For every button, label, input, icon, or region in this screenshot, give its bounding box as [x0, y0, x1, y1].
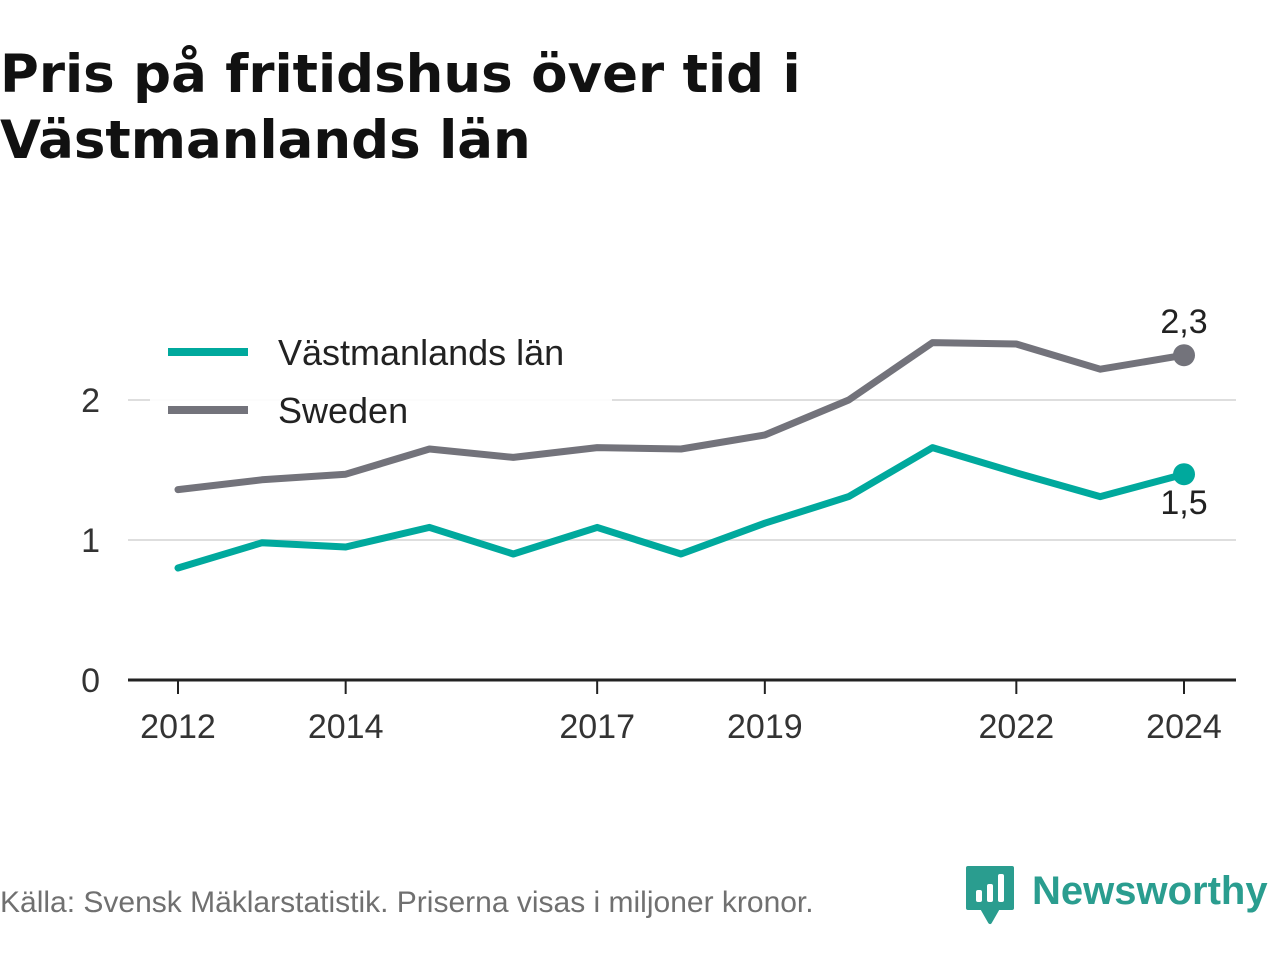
legend-label-sweden: Sweden [278, 390, 408, 431]
x-axis: 2012 2014 2017 2019 2022 2024 [128, 678, 1236, 746]
x-tick-label-2012: 2012 [140, 708, 216, 746]
x-tick-label-2017: 2017 [559, 708, 635, 746]
series-line-vastmanland [174, 444, 1188, 572]
series-line-sweden [174, 339, 1188, 494]
end-label-sweden: 2,3 [1160, 303, 1207, 341]
legend: Västmanlands län Sweden [150, 318, 612, 442]
legend-label-vastmanland: Västmanlands län [278, 332, 564, 373]
brand-name: Newsworthy [1032, 869, 1268, 913]
newsworthy-brand: Newsworthy [964, 864, 1268, 928]
newsworthy-logo-icon [966, 866, 1014, 924]
end-label-vastmanland: 1,5 [1160, 484, 1207, 522]
end-marker-sweden [1173, 344, 1195, 367]
series-lines [174, 339, 1195, 572]
y-tick-label-2: 2 [81, 382, 100, 420]
end-marker-vastmanland [1173, 463, 1195, 486]
end-labels: 2,3 1,5 [1160, 303, 1207, 522]
source-note: Källa: Svensk Mäklarstatistik. Priserna … [0, 886, 814, 919]
chart-title: Pris på fritidshus över tid i Västmanlan… [0, 44, 801, 171]
y-tick-label-1: 1 [81, 522, 100, 560]
y-axis-ticks: 0 1 2 [81, 382, 100, 700]
x-tick-label-2024: 2024 [1146, 708, 1222, 746]
x-tick-label-2019: 2019 [727, 708, 803, 746]
legend-background [150, 318, 612, 442]
x-tick-label-2014: 2014 [308, 708, 384, 746]
x-tick-label-2022: 2022 [979, 708, 1055, 746]
y-tick-label-0: 0 [81, 662, 100, 700]
